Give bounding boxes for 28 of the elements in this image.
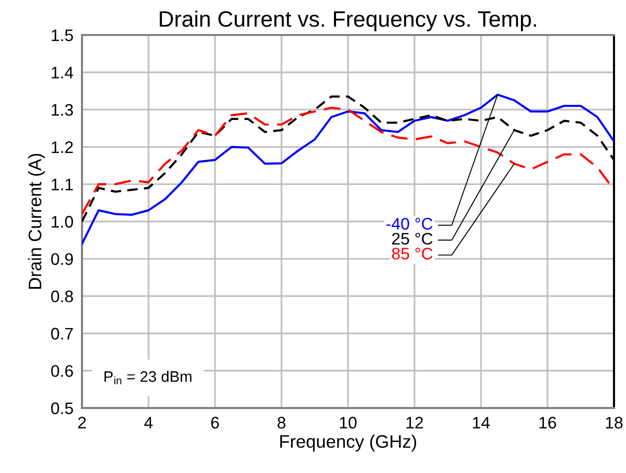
x-axis-title: Frequency (GHz) — [280, 434, 416, 452]
text: -40 °C — [386, 218, 432, 230]
x-tick-label: 2 — [78, 416, 86, 428]
y-tick-label: 1.4 — [52, 66, 74, 78]
x-tick-label: 6 — [211, 416, 219, 429]
x-tick-label: 12 — [406, 416, 423, 428]
y-tick-label: 0.5 — [51, 402, 73, 414]
text: 25 °C — [392, 232, 432, 245]
x-tick-label: 18 — [606, 416, 623, 429]
y-tick-label: 0.7 — [51, 328, 73, 340]
x-tick-label: 16 — [540, 416, 556, 429]
annotation: P$_{in}$ = 23 dBm — [104, 370, 192, 384]
x-tick-label: 8 — [278, 416, 286, 429]
text: 85 °C — [392, 248, 432, 260]
y-tick-label: 0.9 — [51, 253, 73, 266]
y-tick-label: 1.3 — [52, 104, 73, 116]
y-axis-title: Drain Current (A) — [28, 154, 45, 289]
chart-title: Drain Current vs. Frequency vs. Temp. — [160, 10, 536, 32]
x-tick-label: 10 — [340, 416, 357, 429]
y-tick-label: 0.6 — [51, 365, 73, 377]
y-tick-label: 0.8 — [51, 290, 73, 302]
y-tick-label: 1.1 — [52, 178, 73, 190]
x-tick-label: 4 — [144, 416, 153, 428]
y-tick-label: 1.5 — [52, 30, 73, 42]
x-tick-label: 14 — [473, 416, 490, 428]
y-tick-label: 1.0 — [52, 216, 74, 228]
y-tick-label: 1.2 — [52, 141, 73, 153]
line-series — [82, 94, 614, 245]
